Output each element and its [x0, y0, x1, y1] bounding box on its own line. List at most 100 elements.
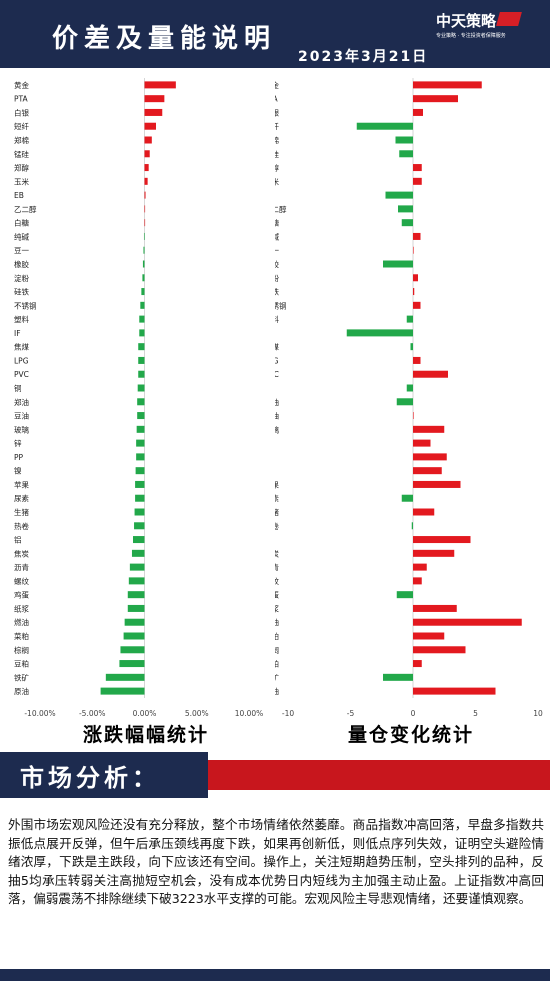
- category-label: 锰硅: [14, 149, 29, 159]
- category-label: 白银: [275, 107, 279, 117]
- price-change-chart-title: 涨跌幅幅统计: [83, 724, 210, 746]
- bar-鸡蛋: [127, 591, 145, 599]
- category-label: 郑棉: [275, 135, 279, 145]
- bar-郑棉: [144, 136, 152, 144]
- category-label: 焦炭: [275, 548, 279, 558]
- bar-硅铁: [141, 288, 145, 296]
- category-label: 豆粕: [14, 659, 29, 669]
- category-label: 沥青: [275, 562, 279, 572]
- bar-铜: [406, 384, 413, 392]
- bar-焦煤: [410, 343, 413, 351]
- bar-焦炭: [131, 549, 145, 557]
- bar-沥青: [413, 563, 427, 571]
- brand-logo: 中天策略 专业策略 · 专注投资者保障服务: [436, 10, 536, 44]
- category-label: IF: [14, 329, 21, 338]
- category-label: 鸡蛋: [275, 590, 279, 600]
- category-label: 郑油: [14, 397, 29, 407]
- bar-菜粕: [413, 632, 445, 640]
- bar-纸浆: [413, 604, 457, 612]
- bar-焦煤: [138, 343, 145, 351]
- bar-不锈钢: [140, 301, 145, 309]
- category-label: 尿素: [14, 493, 29, 503]
- bar-锰硅: [144, 150, 150, 158]
- category-label: 郑醇: [275, 163, 279, 173]
- bar-豆一: [143, 246, 145, 254]
- bar-铁矿: [383, 673, 413, 681]
- bar-镍: [135, 467, 145, 475]
- category-label: 原油: [14, 686, 29, 696]
- category-label: 白银: [14, 107, 29, 117]
- bar-短纤: [144, 122, 156, 130]
- category-label: 塑料: [14, 314, 29, 324]
- category-label: 锰硅: [275, 149, 279, 159]
- bar-PVC: [413, 370, 448, 378]
- x-tick-label: 10.00%: [235, 709, 264, 718]
- bar-塑料: [406, 315, 413, 323]
- bar-螺纹: [128, 577, 145, 585]
- category-label: 螺纹: [14, 576, 29, 586]
- category-label: 豆油: [14, 411, 29, 421]
- category-label: 焦煤: [14, 342, 29, 352]
- bar-不锈钢: [413, 301, 421, 309]
- category-label: 郑油: [275, 397, 279, 407]
- bar-苹果: [413, 480, 461, 488]
- bar-PTA: [413, 95, 458, 103]
- category-label: 纯碱: [275, 231, 279, 241]
- logo-accent: [496, 12, 522, 26]
- footer-bar: [0, 969, 550, 981]
- bar-白银: [413, 108, 423, 116]
- bar-燃油: [124, 618, 145, 626]
- volume-position-chart: 黄金PTA白银短纤郑棉锰硅郑醇玉米EB乙二醇白糖纯碱豆一橡胶淀粉硅铁不锈钢塑料I…: [275, 78, 543, 718]
- category-label: 乙二醇: [275, 204, 287, 214]
- bar-玉米: [413, 177, 422, 185]
- category-label: 淀粉: [275, 273, 279, 283]
- category-label: 铁矿: [275, 672, 279, 682]
- bar-玻璃: [413, 425, 445, 433]
- category-label: EB: [14, 191, 24, 200]
- bar-玉米: [144, 177, 148, 185]
- bar-豆油: [137, 412, 145, 420]
- bar-热卷: [411, 522, 413, 530]
- category-label: 菜粕: [275, 631, 279, 641]
- bar-PP: [136, 453, 145, 461]
- bar-热卷: [134, 522, 145, 530]
- category-label: 塑料: [275, 314, 279, 324]
- category-label: 苹果: [275, 479, 279, 489]
- bar-纯碱: [413, 232, 421, 240]
- category-label: 焦炭: [14, 548, 29, 558]
- bar-沥青: [129, 563, 145, 571]
- analysis-text: 外围市场宏观风险还没有充分释放，整个市场情绪依然萎靡。商品指数冲高回落，早盘多指…: [8, 817, 544, 907]
- bar-硅铁: [413, 288, 415, 296]
- bar-PP: [413, 453, 447, 461]
- category-label: 生猪: [275, 507, 279, 517]
- category-label: 纸浆: [14, 603, 29, 613]
- category-label: 纸浆: [275, 603, 279, 613]
- bar-IF: [139, 329, 145, 337]
- category-label: 豆一: [14, 246, 29, 255]
- category-label: 棕榈: [275, 645, 279, 655]
- bar-铁矿: [105, 673, 145, 681]
- bar-尿素: [135, 494, 145, 502]
- category-label: 热卷: [14, 521, 29, 531]
- category-label: 硅铁: [275, 287, 279, 297]
- bar-IF: [346, 329, 413, 337]
- x-tick-label: 0.00%: [133, 709, 157, 718]
- category-label: 苹果: [14, 479, 29, 489]
- category-label: PVC: [14, 370, 29, 379]
- category-label: 白糖: [275, 218, 279, 228]
- category-label: 焦煤: [275, 342, 279, 352]
- category-label: 白糖: [14, 218, 29, 228]
- chart-titles: 涨跌幅幅统计 量仓变化统计: [0, 718, 550, 750]
- category-label: PVC: [275, 370, 279, 379]
- bar-EB: [385, 191, 413, 199]
- bar-苹果: [135, 480, 145, 488]
- bar-白银: [144, 108, 163, 116]
- category-label: 豆一: [275, 246, 279, 255]
- category-label: 橡胶: [14, 259, 29, 269]
- category-label: 玻璃: [14, 424, 29, 434]
- category-label: 热卷: [275, 521, 279, 531]
- bar-郑油: [396, 398, 413, 406]
- bar-塑料: [139, 315, 145, 323]
- bar-PTA: [144, 95, 165, 103]
